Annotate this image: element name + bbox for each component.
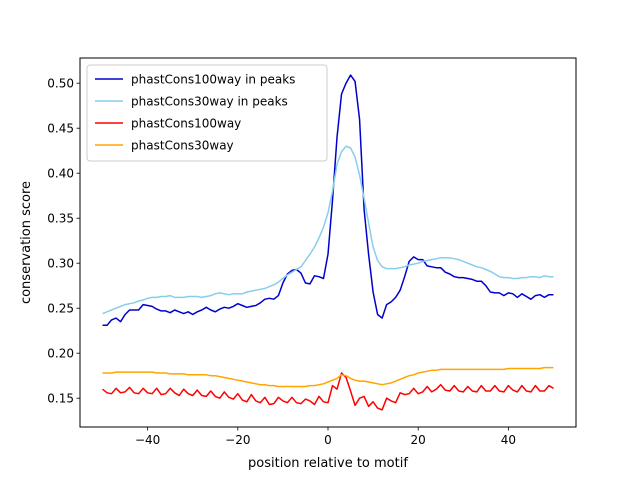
legend-label: phastCons100way in peaks (131, 73, 295, 87)
x-tick-label: −40 (135, 433, 160, 447)
y-axis-label: conservation score (19, 181, 34, 304)
x-tick-label: 0 (324, 433, 332, 447)
legend-frame (86, 64, 328, 162)
y-axis-ticks: 0.15 0.20 0.25 0.30 0.35 0.40 0.45 0.50 (47, 77, 80, 406)
y-tick-label: 0.35 (47, 212, 74, 226)
y-tick-label: 0.20 (47, 347, 74, 361)
x-tick-label: 40 (501, 433, 516, 447)
y-tick-label: 0.40 (47, 167, 74, 181)
y-tick-label: 0.45 (47, 122, 74, 136)
x-axis-ticks: −40 −20 0 20 40 (135, 427, 516, 447)
y-tick-label: 0.15 (47, 392, 74, 406)
legend-label: phastCons30way in peaks (131, 95, 288, 109)
series-line-2 (102, 372, 554, 411)
x-tick-label: 20 (411, 433, 426, 447)
x-tick-label: −20 (225, 433, 250, 447)
x-axis-label: position relative to motif (248, 456, 408, 471)
legend-label: phastCons100way (131, 117, 241, 131)
series-line-3 (102, 366, 554, 388)
series-line-0 (102, 74, 554, 327)
y-tick-label: 0.50 (47, 77, 74, 91)
plot-lines (102, 74, 554, 411)
legend: phastCons100way in peaks phastCons30way i… (86, 64, 328, 162)
legend-label: phastCons30way (131, 139, 234, 153)
y-tick-label: 0.25 (47, 302, 74, 316)
y-tick-label: 0.30 (47, 257, 74, 271)
series-line-1 (102, 145, 554, 315)
